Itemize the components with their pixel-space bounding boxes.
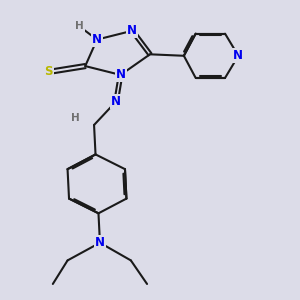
Text: N: N (127, 24, 137, 37)
Text: N: N (95, 236, 105, 249)
Text: N: N (233, 49, 243, 62)
Text: N: N (111, 95, 121, 108)
Text: N: N (92, 33, 102, 46)
Text: H: H (75, 21, 84, 31)
Text: N: N (116, 68, 126, 81)
Text: S: S (44, 65, 53, 79)
Text: H: H (70, 112, 79, 123)
